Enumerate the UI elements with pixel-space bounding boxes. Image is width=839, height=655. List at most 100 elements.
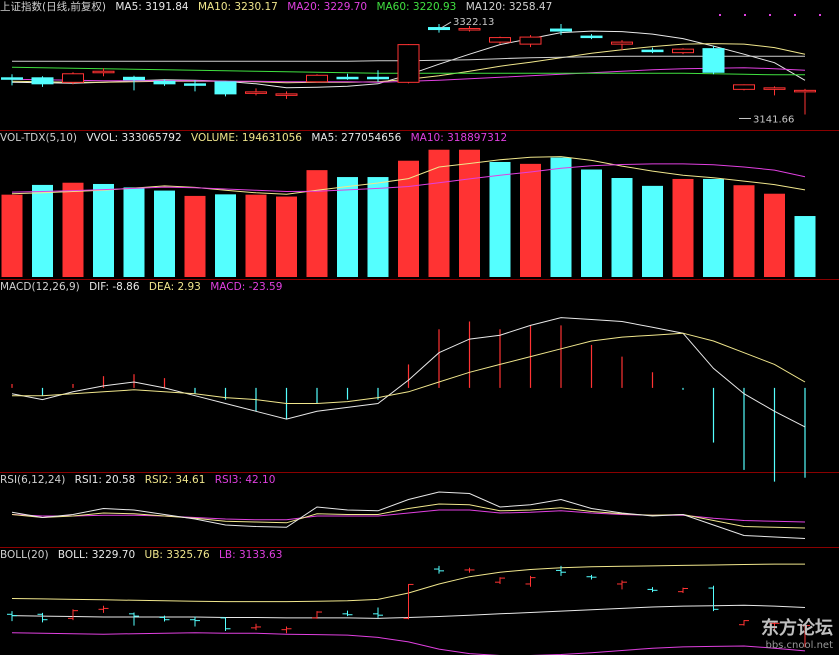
volume-bar (215, 194, 236, 277)
ma10-label: MA10: 3230.17 (197, 1, 278, 13)
candle-body (641, 49, 664, 53)
boll-panel-header: BOLL(20) BOLL: 3229.70 UB: 3325.76 LB: 3… (0, 548, 288, 562)
volume-bar (550, 157, 572, 277)
candle-body (92, 70, 115, 74)
candle-body (397, 44, 420, 83)
corner-dot (719, 14, 721, 16)
volume-ma10-line (11, 163, 806, 193)
volume-bar (367, 177, 389, 277)
boll-mid-label: BOLL: 3229.70 (57, 549, 136, 561)
rsi1-label: RSI1: 20.58 (74, 474, 136, 486)
candle-body (306, 74, 328, 83)
candle-body (672, 48, 694, 54)
volume-panel-header: VOL-TDX(5,10) VVOL: 333065792 VOLUME: 19… (0, 131, 513, 145)
high-price-label: 3322.13 (453, 17, 494, 28)
macd-panel-header: MACD(12,26,9) DIF: -8.86 DEA: 2.93 MACD:… (0, 280, 288, 294)
candle-body (336, 76, 359, 80)
boll-lower-line (11, 632, 806, 655)
watermark-url: bbs.cnool.net (765, 640, 833, 651)
volume-ma5-line (11, 156, 806, 195)
volume-bar (184, 195, 206, 277)
macd-dif-line (11, 317, 806, 428)
volume-bar (459, 149, 480, 277)
candle-body (1, 77, 23, 80)
candle-body (550, 28, 572, 32)
ma20-label: MA20: 3229.70 (287, 1, 368, 13)
volume-bar (337, 177, 358, 277)
separator-2 (0, 279, 839, 280)
corner-dot (769, 14, 771, 16)
macd-dea-line (12, 332, 806, 404)
candle-body (214, 81, 237, 95)
candle-body (245, 91, 267, 94)
vol-ma10-label: MA10: 318897312 (410, 132, 508, 144)
rsi3-label: RSI3: 42.10 (214, 474, 276, 486)
ma60-label: MA60: 3220.93 (376, 1, 457, 13)
candle-body (123, 76, 145, 81)
separator-3 (0, 472, 839, 473)
vol-title: VOL-TDX(5,10) (0, 132, 78, 144)
index-title: 上证指数(日线,前复权) (0, 1, 107, 13)
volume-bar (93, 183, 114, 277)
candle-body (458, 28, 481, 31)
ma120-label: MA120: 3258.47 (465, 1, 553, 13)
boll-title: BOLL(20) (0, 549, 49, 561)
corner-dot (819, 14, 821, 16)
volume-bar (642, 185, 663, 277)
candle-body (519, 36, 542, 45)
volume-bar (520, 163, 541, 277)
macd-value-label: MACD: -23.59 (210, 281, 283, 293)
macd-title: MACD(12,26,9) (0, 281, 80, 293)
ma5-label: MA5: 3191.84 (115, 1, 189, 13)
candle-body (31, 77, 54, 85)
candle-body (794, 89, 816, 93)
volume-bar (398, 160, 419, 277)
candle-body (702, 48, 725, 73)
corner-dot (744, 14, 746, 16)
volume-label: VOLUME: 194631056 (191, 132, 302, 144)
volume-bar (306, 170, 328, 277)
candle-body (489, 37, 511, 43)
volume-bar (32, 184, 53, 277)
candle-body (428, 27, 450, 31)
high-arrow (440, 21, 452, 29)
volume-bar (428, 149, 450, 277)
candle-body (580, 35, 603, 39)
separator-1 (0, 130, 839, 131)
candle-body (367, 76, 389, 80)
volume-bar (276, 196, 297, 277)
candle-body (275, 93, 298, 96)
volume-bar (1, 194, 23, 277)
watermark: 东方论坛 bbs.cnool.net (761, 614, 833, 651)
boll-ub-label: UB: 3325.76 (144, 549, 210, 561)
candle-body (611, 41, 633, 45)
vvol-label: VVOL: 333065792 (86, 132, 182, 144)
separator-4 (0, 547, 839, 548)
volume-bar (245, 194, 267, 277)
candle-body (153, 80, 176, 85)
volume-bar (703, 178, 724, 277)
volume-bar (154, 190, 175, 277)
rsi1-line (11, 491, 806, 539)
volume-bar (733, 185, 755, 277)
corner-dot (794, 14, 796, 16)
candle-body (733, 84, 755, 90)
vol-ma5-label: MA5: 277054656 (311, 132, 402, 144)
volume-bar (611, 178, 633, 277)
boll-lb-label: LB: 3133.63 (219, 549, 283, 561)
candle-body (763, 87, 786, 90)
rsi-title: RSI(6,12,24) (0, 474, 66, 486)
rsi2-label: RSI2: 34.61 (144, 474, 206, 486)
candle-body (184, 83, 206, 86)
rsi-panel-header: RSI(6,12,24) RSI1: 20.58 RSI2: 34.61 RSI… (0, 473, 281, 487)
candle-body (62, 73, 84, 83)
watermark-title: 东方论坛 (761, 618, 833, 639)
price-panel-header: 上证指数(日线,前复权) MA5: 3191.84 MA10: 3230.17 … (0, 0, 558, 14)
volume-bar (123, 187, 145, 277)
volume-bar (489, 161, 511, 277)
volume-bar (794, 216, 816, 277)
volume-bar (764, 193, 785, 277)
volume-bar (62, 182, 84, 277)
